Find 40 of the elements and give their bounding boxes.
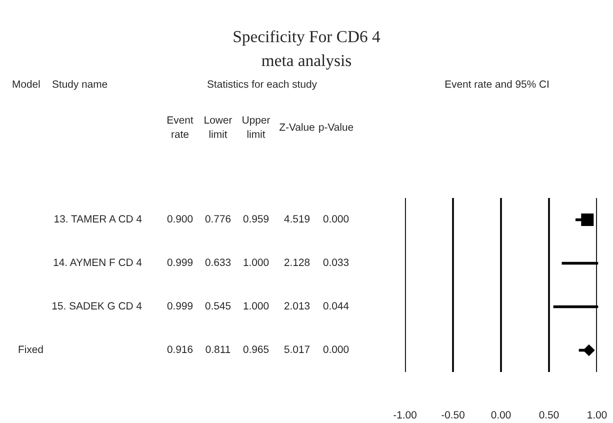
text: 0.999 — [167, 302, 193, 310]
category-label: Lower limit — [204, 116, 232, 138]
text: Model — [12, 80, 40, 88]
text: 0.811 — [206, 346, 230, 354]
text: 2.128 — [284, 258, 310, 266]
category-label: 13. TAMER A CD 4 — [54, 215, 142, 223]
text: Specificity For CD6 4 — [234, 30, 380, 46]
text: 0.000 — [323, 346, 349, 354]
text: Event rate and 95% CI — [445, 80, 548, 88]
x-tick-label: 0.00 — [491, 411, 511, 419]
text: 0.900 — [167, 215, 193, 223]
text: 0.959 — [243, 215, 269, 223]
text: 1.000 — [244, 258, 269, 266]
text: 2.013 — [284, 302, 310, 310]
text: 0.999 — [167, 258, 193, 266]
category-label: Event rate — [168, 116, 194, 138]
category-label: p-Value — [319, 123, 354, 133]
x-tick-label: -0.50 — [442, 411, 464, 419]
text: Statistics for each study — [207, 80, 317, 90]
text: 0.916 — [167, 346, 193, 354]
text: 4.519 — [284, 215, 310, 223]
category-label: 15. SADEK G CD 4 — [52, 302, 142, 310]
text: 0.033 — [323, 258, 349, 266]
category-label: Fixed — [18, 345, 43, 354]
text: 0.633 — [205, 258, 231, 266]
x-tick-label: 1.00 — [588, 411, 607, 419]
category-label: Z-Value — [279, 123, 314, 131]
text: 5.017 — [284, 346, 310, 354]
text: 0.044 — [323, 302, 349, 310]
text: meta analysis — [262, 54, 352, 70]
text: 0.965 — [243, 346, 269, 354]
text: 0.776 — [205, 215, 231, 223]
category-label: Upper limit — [242, 116, 270, 138]
text: 0.545 — [205, 302, 231, 310]
text: Study name — [52, 80, 108, 90]
category-label: 14. AYMEN F CD 4 — [54, 258, 142, 266]
text: 1.000 — [244, 302, 269, 310]
x-tick-label: -1.00 — [394, 411, 416, 419]
x-tick-label: 0.50 — [539, 411, 559, 419]
text: 0.000 — [323, 215, 349, 223]
